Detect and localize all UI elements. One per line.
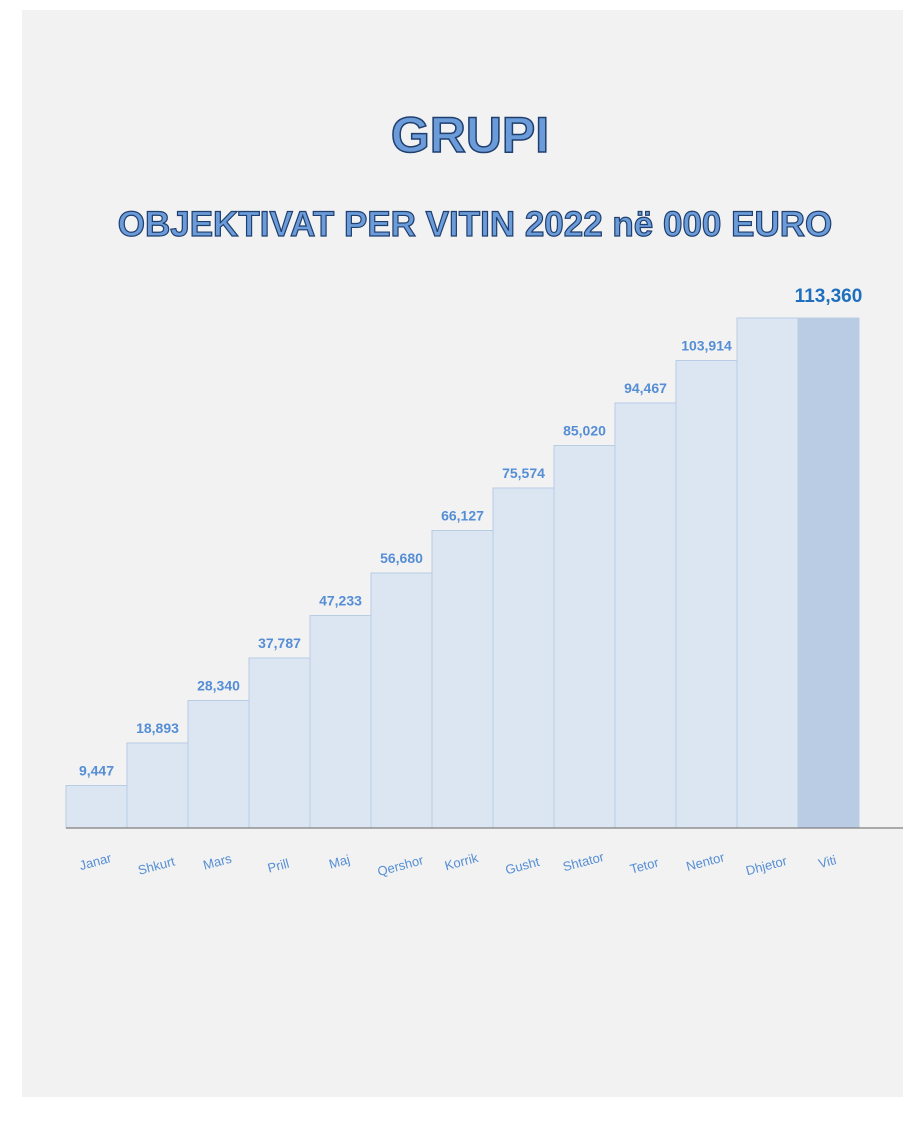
bar [309, 615, 372, 829]
bar [614, 402, 677, 829]
value-label: 85,020 [563, 423, 606, 439]
value-label: 94,467 [624, 380, 667, 396]
bar [370, 572, 433, 829]
bar [553, 445, 616, 829]
x-tick-label: Maj [327, 852, 351, 872]
bar [431, 529, 494, 829]
value-label: 56,680 [380, 550, 423, 566]
chart-subtitle: OBJEKTIVAT PER VITIN 2022 në 000 EURO [118, 205, 832, 244]
value-label: 103,914 [681, 337, 732, 353]
x-tick-label: Tetor [628, 854, 660, 876]
value-label: 18,893 [136, 720, 179, 736]
bar [248, 657, 311, 829]
bar [492, 487, 555, 829]
bar [736, 317, 799, 829]
value-label: 37,787 [258, 635, 301, 651]
chart-title: GRUPI [391, 107, 549, 163]
bar [65, 784, 128, 829]
x-tick-label: Prill [266, 856, 291, 876]
value-label: 75,574 [502, 465, 545, 481]
bar [797, 317, 860, 829]
value-label: 28,340 [197, 678, 240, 694]
value-label: 113,360 [795, 286, 863, 307]
bar [675, 359, 738, 829]
value-label: 47,233 [319, 593, 362, 609]
value-label: 66,127 [441, 507, 484, 523]
bar [187, 700, 250, 829]
value-label: 9,447 [79, 762, 114, 778]
x-tick-label: Viti [817, 852, 838, 871]
bar [126, 742, 189, 829]
x-tick-label: Mars [201, 851, 233, 873]
